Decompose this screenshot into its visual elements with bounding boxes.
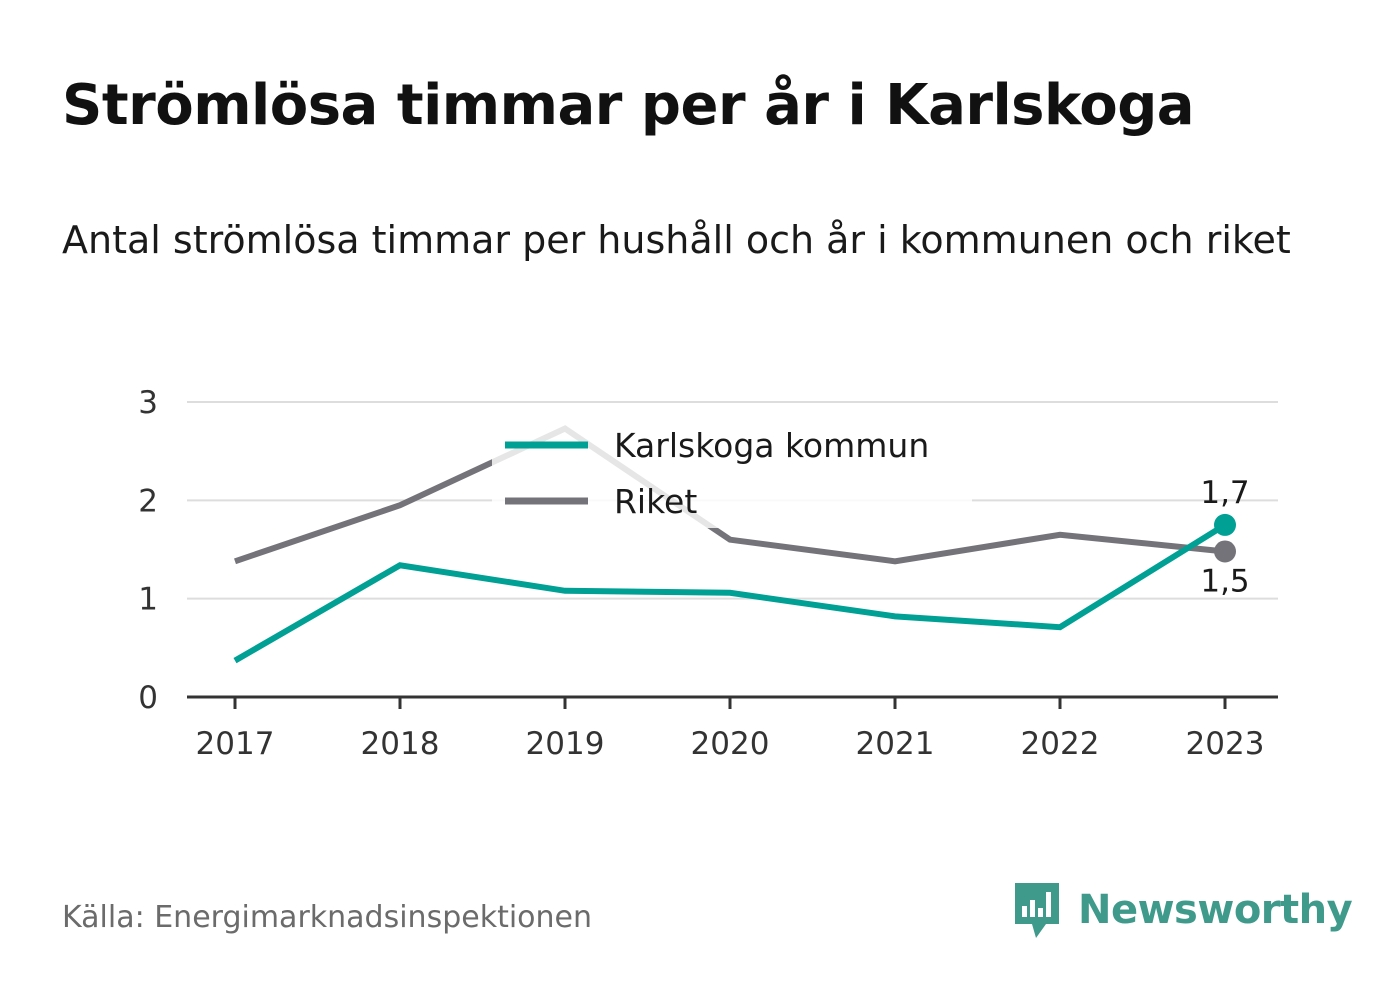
x-tick-label: 2017 [196, 726, 275, 762]
x-tick-label: 2023 [1186, 726, 1265, 762]
chart-title: Strömlösa timmar per år i Karlskoga [62, 73, 1195, 138]
x-tick-label: 2022 [1021, 726, 1100, 762]
series-end-point [1214, 513, 1236, 536]
end-value-label-riket: 1,5 [1200, 563, 1249, 599]
legend-background [492, 416, 972, 528]
series-line-karlskoga-kommun [233, 522, 1227, 664]
y-tick-label: 3 [138, 385, 158, 421]
newsworthy-logo-text: Newsworthy [1078, 887, 1353, 933]
newsworthy-logo[interactable]: Newsworthy [1012, 878, 1353, 942]
y-tick-label: 0 [138, 680, 158, 716]
newsworthy-logo-icon [1015, 883, 1059, 938]
x-tick-label: 2019 [526, 726, 605, 762]
legend-label: Karlskoga kommun [614, 426, 929, 465]
x-tick-label: 2018 [361, 726, 440, 762]
chart-subtitle: Antal strömlösa timmar per hushåll och å… [62, 218, 1291, 262]
series-end-point [1214, 540, 1236, 563]
source-note: Källa: Energimarknadsinspektionen [62, 900, 593, 935]
y-tick-label: 2 [138, 483, 158, 519]
x-tick-label: 2020 [691, 726, 770, 762]
x-tick-label: 2021 [856, 726, 935, 762]
series-line-riket [234, 425, 1226, 565]
y-tick-label: 1 [138, 582, 158, 618]
legend-label: Riket [614, 482, 697, 521]
end-value-label-karlskoga: 1,7 [1200, 475, 1249, 511]
